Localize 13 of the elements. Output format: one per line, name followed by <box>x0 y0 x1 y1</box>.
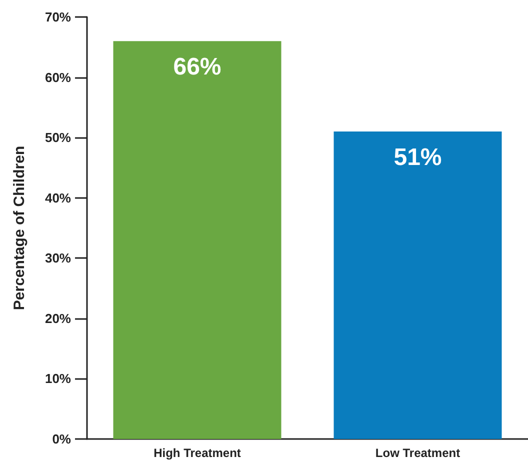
y-tick-label: 40% <box>44 190 72 206</box>
data-label: 66% <box>173 54 222 81</box>
y-tick-label: 20% <box>44 310 72 326</box>
y-tick-label: 10% <box>44 371 72 386</box>
y-axis-title: Percentage of Children <box>11 146 28 310</box>
y-tick-label: 70% <box>44 10 72 24</box>
x-tick-label: High Treatment <box>154 446 241 460</box>
data-label: 51% <box>394 144 442 172</box>
y-tick-label: 0% <box>52 432 72 446</box>
y-tick-label: 60% <box>44 70 72 85</box>
y-tick-label: 50% <box>44 130 72 146</box>
y-tick-label: 30% <box>44 250 72 266</box>
x-tick-label: Low Treatment <box>375 446 460 460</box>
